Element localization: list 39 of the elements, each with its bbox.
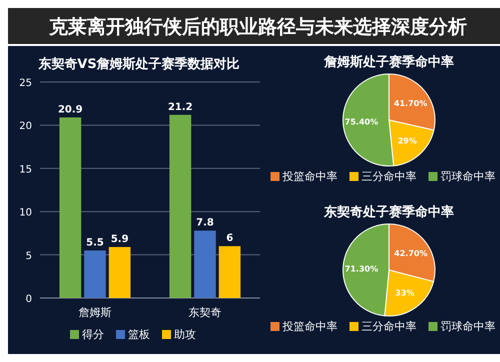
data-label: 6 <box>226 233 234 244</box>
legend-label: 得分 <box>82 328 104 341</box>
legend-label: 三分命中率 <box>362 320 416 333</box>
bar <box>218 246 241 298</box>
x-tick-label: 东契奇 <box>188 306 222 319</box>
legend-label: 篮板 <box>128 328 150 341</box>
data-label: 20.9 <box>58 104 83 116</box>
bar <box>84 250 106 298</box>
y-tick-label: 5 <box>26 250 32 262</box>
y-tick-label: 25 <box>19 78 32 89</box>
data-label: 5.5 <box>86 237 104 248</box>
bar <box>59 117 82 298</box>
data-label: 7.8 <box>196 218 214 229</box>
data-label: 71.30% <box>344 264 378 274</box>
legend-label: 三分命中率 <box>362 170 416 183</box>
data-label: 33% <box>395 288 414 298</box>
y-tick-label: 10 <box>19 208 32 219</box>
text: 克莱离开独行侠后的职业路径与未来选择深度分析 <box>48 16 467 38</box>
bar <box>194 230 216 298</box>
y-tick-label: 0 <box>26 294 32 305</box>
legend-label: 罚球命中率 <box>440 170 496 183</box>
bar <box>108 247 131 298</box>
chart-title: 詹姆斯处子赛季命中率 <box>323 54 454 70</box>
y-tick-label: 20 <box>19 121 32 132</box>
data-label: 29% <box>398 136 417 146</box>
data-label: 75.40% <box>344 117 378 126</box>
chart-title: 东契奇VS詹姆斯处子赛季数据对比 <box>37 56 240 72</box>
x-tick-label: 詹姆斯 <box>78 306 112 319</box>
y-tick-label: 15 <box>19 164 32 176</box>
legend-label: 罚球命中率 <box>440 320 496 333</box>
chart-title: 东契奇处子赛季命中率 <box>323 204 454 220</box>
data-label: 41.70% <box>394 98 428 108</box>
data-label: 42.70% <box>394 249 428 258</box>
data-label: 5.9 <box>110 234 129 246</box>
data-label: 21.2 <box>168 102 193 113</box>
legend-label: 投篮命中率 <box>282 170 338 183</box>
legend-label: 投篮命中率 <box>282 320 338 333</box>
bar <box>169 114 192 298</box>
legend-label: 助攻 <box>174 328 196 341</box>
